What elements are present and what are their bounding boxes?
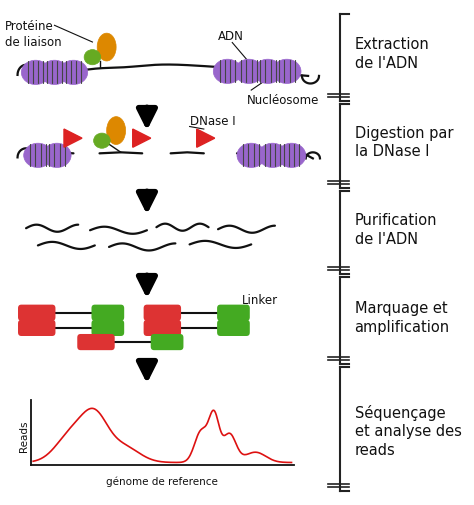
Ellipse shape	[93, 134, 110, 149]
Ellipse shape	[107, 117, 126, 145]
FancyBboxPatch shape	[217, 320, 250, 336]
Polygon shape	[197, 130, 215, 148]
Text: Marquage et
amplification: Marquage et amplification	[355, 300, 450, 334]
Text: DNase I: DNase I	[190, 114, 235, 127]
Text: Digestion par
la DNase I: Digestion par la DNase I	[355, 126, 453, 159]
Ellipse shape	[237, 144, 265, 168]
Text: Nucléosome: Nucléosome	[246, 94, 319, 107]
Ellipse shape	[21, 61, 50, 85]
Text: Protéine
de liaison: Protéine de liaison	[5, 20, 61, 49]
Polygon shape	[133, 130, 151, 148]
FancyBboxPatch shape	[77, 334, 115, 350]
FancyBboxPatch shape	[144, 305, 181, 321]
Text: Linker: Linker	[242, 293, 278, 307]
FancyBboxPatch shape	[217, 305, 250, 321]
Ellipse shape	[254, 60, 282, 84]
FancyBboxPatch shape	[91, 305, 124, 321]
FancyBboxPatch shape	[144, 320, 181, 336]
Text: Purification
de l'ADN: Purification de l'ADN	[355, 213, 437, 246]
Ellipse shape	[235, 60, 263, 84]
Text: Reads: Reads	[18, 420, 29, 451]
Polygon shape	[64, 130, 82, 148]
Ellipse shape	[273, 60, 301, 84]
Ellipse shape	[59, 61, 88, 85]
Ellipse shape	[277, 144, 306, 168]
Ellipse shape	[43, 144, 71, 168]
FancyBboxPatch shape	[18, 305, 55, 321]
FancyBboxPatch shape	[18, 320, 55, 336]
Ellipse shape	[213, 60, 242, 84]
Ellipse shape	[84, 50, 101, 66]
FancyBboxPatch shape	[91, 320, 124, 336]
Ellipse shape	[24, 144, 52, 168]
Ellipse shape	[258, 144, 287, 168]
Text: Extraction
de l'ADN: Extraction de l'ADN	[355, 37, 429, 71]
Text: ADN: ADN	[218, 30, 244, 43]
Text: Séquençage
et analyse des
reads: Séquençage et analyse des reads	[355, 403, 461, 457]
Ellipse shape	[97, 34, 116, 62]
Ellipse shape	[40, 61, 69, 85]
FancyBboxPatch shape	[151, 334, 183, 350]
Text: génome de reference: génome de reference	[106, 476, 219, 486]
